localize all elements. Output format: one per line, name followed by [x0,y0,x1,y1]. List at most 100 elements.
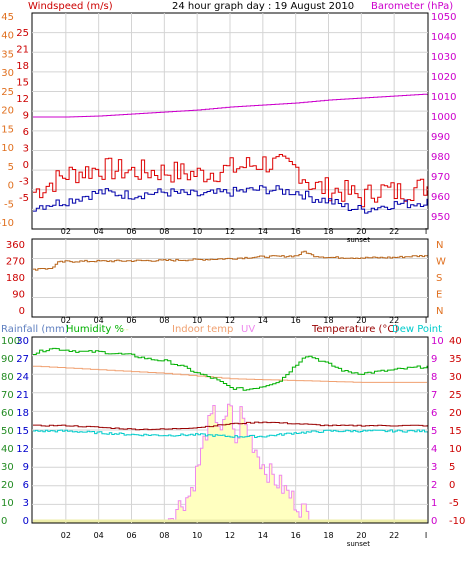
hour-tick-label: 06 [126,531,136,540]
sunset-label: sunset [347,540,370,548]
direction-tick: 90 [12,290,25,301]
windspeed-tick: 3 [23,144,29,155]
temperature-tick: 0 [449,480,455,491]
uv-tick: 10 [431,336,444,347]
wind-knots-tick: 15 [1,124,14,135]
uv-tick: 7 [431,390,437,401]
title-separator: --- [345,2,355,12]
uv-label: UV [241,324,255,335]
chart-marks [33,93,428,523]
direction-tick: 0 [19,306,25,317]
temperature-line [33,421,428,431]
barometer-tick: 950 [431,212,450,223]
humidity-tick: 60 [1,408,14,419]
hour-tick-label: 02 [61,227,71,236]
temperature-tick: -10 [449,516,465,527]
temperature-tick: 40 [449,336,462,347]
barometer-tick: 990 [431,132,450,143]
uv-tick: 1 [431,498,437,509]
windspeed-tick: 18 [16,61,29,72]
rainfall-tick: 0 [23,516,29,527]
hour-tick-label: 16 [291,316,301,325]
hour-tick-label: 12 [225,531,235,540]
dewpoint-label: Dew Point [392,324,442,335]
barometer-tick: 1010 [431,92,456,103]
hour-tick-label: 22 [389,531,399,540]
hour-tick-label: 08 [159,316,169,325]
barometer-tick: 1050 [431,12,456,23]
wind-knots-tick: 20 [1,106,14,117]
compass-tick: S [436,273,442,284]
hour-tick-label: 02 [61,316,71,325]
wind-knots-tick: 25 [1,87,14,98]
temperature-label: Temperature (°C) [311,324,398,335]
temperature-tick: 25 [449,390,462,401]
direction-tick: 360 [6,240,25,251]
rainfall-tick: 30 [16,336,29,347]
hour-tick-label: 08 [159,531,169,540]
wind-direction-line [33,250,428,271]
windspeed-tick: -5 [19,193,29,204]
hour-tick-label: 10 [192,227,202,236]
barometer-tick: 1040 [431,32,456,43]
hour-tick-label: 16 [291,531,301,540]
gust-line [33,154,428,208]
hour-tick-label: 04 [94,227,104,236]
uv-tick: 4 [431,444,437,455]
windspeed-label: Windspeed (m/s) [28,1,113,12]
temperature-tick: -5 [449,498,459,509]
humidity-suffix: --- [119,325,129,335]
hour-tick-label: 08 [159,227,169,236]
barometer-tick: 1030 [431,52,456,63]
hour-tick-label: 18 [323,227,333,236]
wind-knots-tick: 45 [1,12,14,23]
hour-tick-label: 14 [258,316,268,325]
wind-knots-tick: 40 [1,31,14,42]
hour-tick-label: 16 [291,227,301,236]
humidity-tick: 40 [1,444,14,455]
barometer-tick: 1000 [431,112,456,123]
indoor-temp-line [33,365,427,383]
barometer-label: Barometer (hPa) [371,1,453,12]
barometer-tick: 960 [431,192,450,203]
windspeed-tick: 21 [16,45,29,56]
hour-tick-label: 02 [61,531,71,540]
uv-tick: 6 [431,408,437,419]
wind-knots-tick: 0 [8,181,14,192]
wind-knots-tick: -5 [4,199,14,210]
compass-tick: W [436,257,446,268]
humidity-line [33,347,428,391]
uv-tick: 9 [431,354,437,365]
hour-tick-label: 22 [389,316,399,325]
hour-tick-label: 14 [258,531,268,540]
rainfall-tick: 15 [16,426,29,437]
uv-tick: 0 [431,516,437,527]
rainfall-tick: 12 [16,444,29,455]
hour-tick-label: 10 [192,531,202,540]
hour-tick-label: 12 [225,227,235,236]
windspeed-tick: 12 [16,94,29,105]
hour-tick-label: 10 [192,316,202,325]
uv-tick: 2 [431,480,437,491]
rainfall-tick: 6 [23,480,29,491]
dewpoint-line [33,429,428,438]
wind-knots-tick: 10 [1,143,14,154]
hour-tick-label: 20 [356,531,366,540]
humidity-label: Humidity % [66,324,124,335]
windspeed-tick: 25 [16,28,29,39]
barometer-tick: 970 [431,172,450,183]
humidity-tick: 80 [1,372,14,383]
uv-area [33,403,427,522]
hour-tick-label: 18 [323,531,333,540]
humidity-tick: 100 [1,336,20,347]
compass-tick: E [436,290,442,301]
temperature-tick: 35 [449,354,462,365]
temperature-tick: 5 [449,462,455,473]
humidity-tick: 0 [1,516,7,527]
hour-tick-label: I [425,316,427,325]
compass-tick: N [436,240,443,251]
indoor-label: Indoor temp [172,324,233,335]
wind-knots-tick: -10 [0,218,14,229]
